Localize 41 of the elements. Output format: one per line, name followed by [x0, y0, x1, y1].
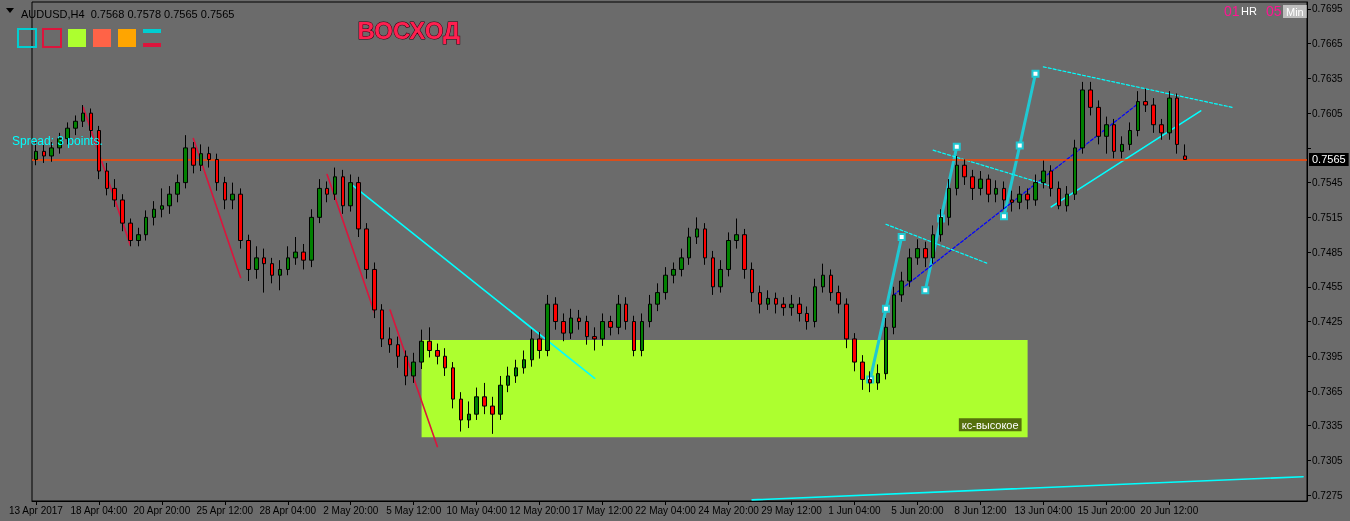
x-tick-label: 29 May 12:00	[761, 504, 823, 516]
y-tick-label: 0.7335	[1312, 420, 1344, 432]
x-tick-label: 20 Jun 12:00	[1140, 504, 1199, 516]
y-tick-label: 0.7455	[1312, 281, 1344, 293]
annotation: 01	[1224, 3, 1240, 19]
x-tick-label: 5 Jun 20:00	[891, 504, 944, 516]
x-tick-label: 13 Apr 2017	[8, 504, 64, 516]
y-tick-label: 0.7515	[1312, 211, 1344, 223]
band-label: кс-высокое	[961, 418, 1019, 431]
x-tick-label: 24 May 20:00	[698, 504, 760, 516]
x-tick-label: 10 May 04:00	[446, 504, 508, 516]
x-tick-label: 25 Apr 12:00	[196, 504, 254, 516]
y-tick-label: 0.7305	[1312, 454, 1344, 466]
text: AUDUSD,H4 0.7568 0.7578 0.7565 0.7565	[21, 7, 235, 20]
y-tick-label: 0.7695	[1312, 3, 1344, 15]
y-tick-label: 0.7395	[1312, 350, 1344, 362]
y-tick-label: 0.7635	[1312, 72, 1344, 84]
y-tick-label: 0.7485	[1312, 246, 1344, 258]
annotation: HR	[1241, 4, 1257, 17]
y-tick-label: 0.7605	[1312, 107, 1344, 119]
x-tick-label: 22 May 04:00	[635, 504, 697, 516]
x-tick-label: 12 May 20:00	[509, 504, 571, 516]
annotation: 05	[1266, 3, 1282, 19]
y-tick-label: 0.7665	[1312, 38, 1344, 50]
x-tick-label: 2 May 20:00	[323, 504, 379, 516]
ref-line-label: 0.7565	[1312, 153, 1346, 166]
x-tick-label: 17 May 12:00	[572, 504, 634, 516]
y-tick-label: 0.7365	[1312, 385, 1344, 397]
x-tick-label: 13 Jun 04:00	[1014, 504, 1073, 516]
annotation: Min	[1286, 5, 1304, 18]
y-tick-label: 0.7425	[1312, 316, 1344, 328]
x-tick-label: 18 Apr 04:00	[70, 504, 128, 516]
y-tick-label: 0.7545	[1312, 177, 1344, 189]
x-tick-label: 20 Apr 20:00	[133, 504, 191, 516]
x-tick-label: 8 Jun 12:00	[954, 504, 1007, 516]
x-tick-label: 15 Jun 20:00	[1077, 504, 1136, 516]
y-tick-label: 0.7275	[1312, 489, 1344, 501]
x-tick-label: 1 Jun 04:00	[828, 504, 882, 516]
annotation: ВОСХОД	[357, 17, 461, 44]
x-tick-label: 5 May 12:00	[386, 504, 442, 516]
x-tick-label: 28 Apr 04:00	[259, 504, 317, 516]
